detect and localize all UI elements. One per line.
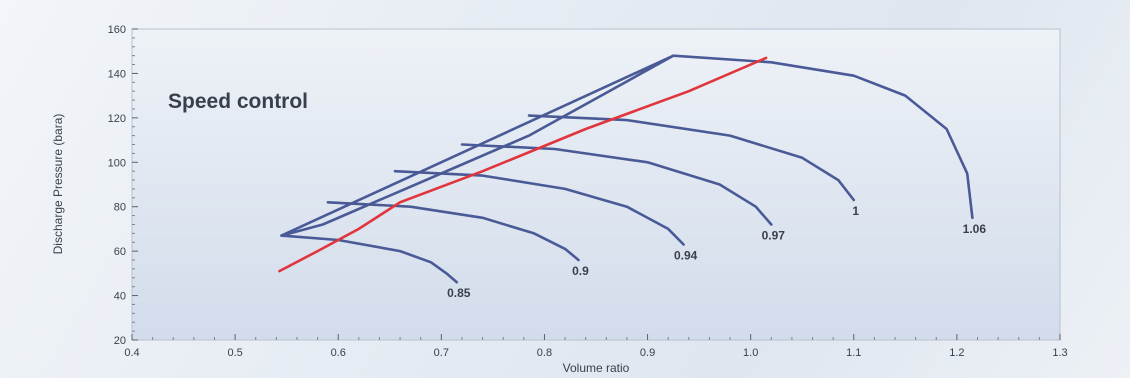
x-axis-label: Volume ratio (563, 361, 630, 375)
y-tick-label: 120 (108, 113, 126, 125)
speed-curve-1.06 (672, 54, 974, 220)
curve-label: 0.85 (447, 286, 471, 300)
curve-label: 0.9 (572, 264, 589, 278)
x-tick-label: 0.9 (640, 347, 655, 359)
y-tick-label: 160 (108, 24, 126, 36)
curve-label: 0.94 (674, 248, 698, 262)
x-tick-label: 0.4 (124, 347, 139, 359)
x-tick-label: 1.0 (743, 347, 758, 359)
speed-curves (278, 54, 974, 284)
plot-area (131, 28, 1061, 341)
x-tick-label: 1.1 (846, 347, 861, 359)
x-tick-label: 1.3 (1052, 347, 1067, 359)
y-tick-label: 20 (114, 335, 126, 347)
annotation-speed-control: Speed control (168, 90, 308, 113)
x-tick-label: 0.7 (434, 347, 449, 359)
speed-curve-0.94 (393, 169, 685, 246)
y-tick-label: 140 (108, 68, 126, 80)
x-tick-label: 1.2 (949, 347, 964, 359)
x-tick-label: 0.6 (331, 347, 346, 359)
curve-label: 1.06 (963, 222, 987, 236)
x-tick-label: 0.8 (537, 347, 552, 359)
axis-ticks: 0.4 0.5 0.6 0.7 0.8 0.9 1.0 1.1 1.2 1.32040608010… (108, 24, 1068, 359)
x-tick-label: 0.5 (227, 347, 242, 359)
curve-labels: 0.85 0.9 0.94 0.97 1 1.06 (447, 204, 986, 300)
y-tick-label: 40 (114, 291, 126, 303)
y-tick-label: 100 (108, 157, 126, 169)
control-line (278, 56, 768, 273)
y-tick-label: 80 (114, 202, 126, 214)
y-axis-label: Discharge Pressure (bara) (51, 114, 65, 255)
y-tick-label: 60 (114, 246, 126, 258)
curve-label: 1 (852, 204, 859, 218)
curve-label: 0.97 (762, 228, 786, 242)
speed-curve-0.85 (280, 234, 459, 284)
